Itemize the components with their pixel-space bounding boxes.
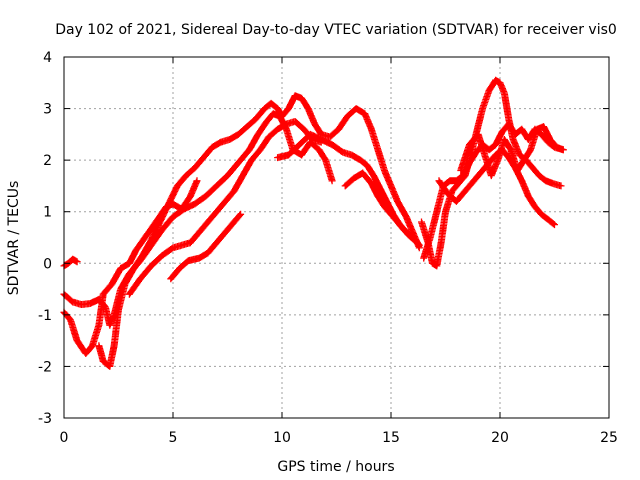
series-pass-12 (457, 123, 567, 180)
series-markers (435, 146, 558, 229)
x-tick-label: 15 (382, 430, 400, 446)
chart-title: Day 102 of 2021, Sidereal Day-to-day VTE… (55, 22, 617, 38)
x-tick-label: 5 (169, 430, 178, 446)
x-axis-label: GPS time / hours (277, 459, 394, 475)
y-tick-label: 3 (43, 102, 52, 118)
y-tick-label: 2 (43, 153, 52, 169)
series-pass-10 (420, 120, 567, 262)
y-tick-label: -1 (38, 308, 52, 324)
y-tick-label: 1 (43, 205, 52, 221)
series-markers (420, 120, 567, 262)
series-markers (125, 118, 325, 298)
series-pass-6 (167, 210, 245, 283)
y-tick-label: -2 (38, 359, 52, 375)
x-tick-label: 10 (273, 430, 291, 446)
x-tick-label: 0 (60, 430, 69, 446)
y-tick-label: 0 (43, 256, 52, 272)
series-markers (457, 123, 567, 180)
axis-ticks: 0 5 10 15 20 25 -3 -2 -1 0 1 2 3 4 (38, 50, 618, 446)
plot-frame (63, 56, 610, 419)
series-pass-4 (95, 92, 423, 370)
y-tick-label: -3 (38, 411, 52, 427)
y-tick-label: 4 (43, 50, 52, 66)
series-pass-5 (125, 118, 325, 298)
series-markers (95, 92, 423, 370)
series-pass-11 (435, 146, 558, 229)
x-tick-label: 20 (491, 430, 509, 446)
series-pass-8 (341, 169, 423, 249)
series-markers (167, 210, 245, 283)
x-tick-label: 25 (600, 430, 618, 446)
data-points (60, 76, 567, 370)
series-markers (341, 169, 423, 249)
y-axis-label: SDTVAR / TECUs (6, 181, 22, 296)
